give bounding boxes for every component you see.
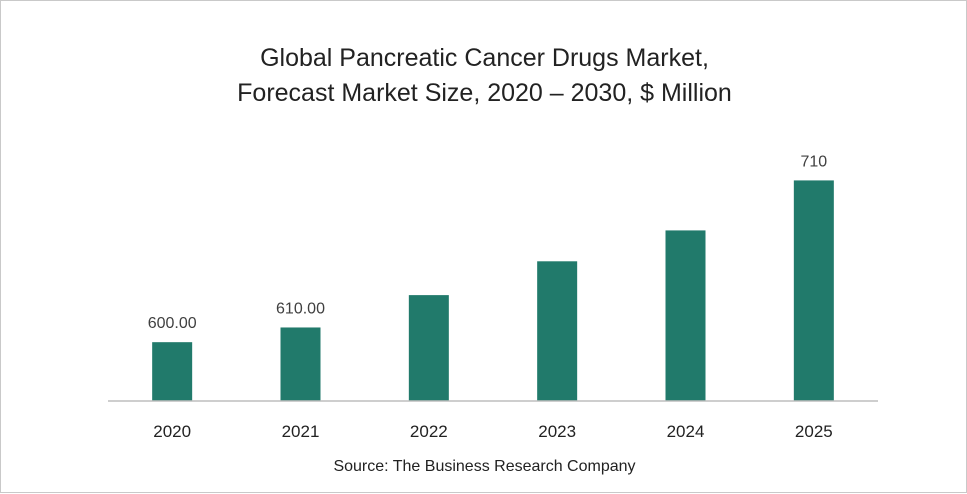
bar-2024 [665, 230, 706, 401]
x-tick-labels-layer: 2020 2021 2022 2023 2024 2025 [153, 422, 832, 441]
chart-title-line-2: Forecast Market Size, 2020 – 2030, $ Mil… [237, 79, 732, 107]
x-tick-label-2021: 2021 [282, 422, 320, 441]
data-label-2021: 610.00 [276, 300, 325, 317]
bar-2022 [408, 295, 449, 401]
data-label-2020: 600.00 [148, 315, 197, 332]
x-tick-label-2023: 2023 [538, 422, 576, 441]
chart-title-line-1: Global Pancreatic Cancer Drugs Market, [260, 44, 709, 72]
x-tick-label-2025: 2025 [795, 422, 833, 441]
source-note: Source: The Business Research Company [333, 458, 636, 475]
x-tick-label-2024: 2024 [667, 422, 705, 441]
bar-2025 [793, 180, 834, 401]
data-labels-layer: 600.00 610.00 710 [148, 153, 828, 332]
bar-2023 [537, 261, 578, 401]
chart-title: Global Pancreatic Cancer Drugs Market, F… [1, 41, 967, 111]
x-tick-label-2020: 2020 [153, 422, 191, 441]
bar-2021 [280, 327, 321, 401]
x-tick-label-2022: 2022 [410, 422, 448, 441]
data-label-2025: 710 [800, 153, 827, 170]
bar-2020 [152, 342, 193, 401]
bars-layer [152, 180, 834, 401]
